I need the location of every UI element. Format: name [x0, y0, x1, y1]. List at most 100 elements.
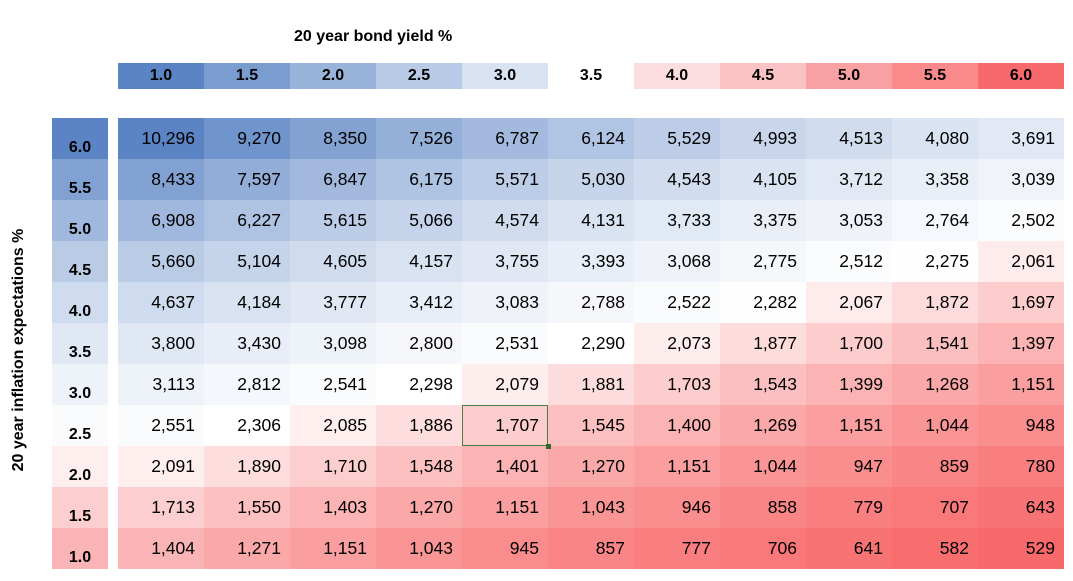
heatmap-cell[interactable]: 3,098 — [290, 323, 376, 364]
heatmap-cell[interactable]: 8,350 — [290, 118, 376, 159]
heatmap-cell[interactable]: 5,660 — [118, 241, 204, 282]
heatmap-cell[interactable]: 3,068 — [634, 241, 720, 282]
heatmap-cell[interactable]: 3,113 — [118, 364, 204, 405]
heatmap-cell[interactable]: 3,712 — [806, 159, 892, 200]
heatmap-cell[interactable]: 1,397 — [978, 323, 1064, 364]
heatmap-cell[interactable]: 4,105 — [720, 159, 806, 200]
heatmap-cell[interactable]: 4,184 — [204, 282, 290, 323]
heatmap-cell[interactable]: 3,691 — [978, 118, 1064, 159]
heatmap-cell[interactable]: 1,151 — [634, 446, 720, 487]
heatmap-cell[interactable]: 857 — [548, 528, 634, 569]
heatmap-cell[interactable]: 2,298 — [376, 364, 462, 405]
heatmap-cell[interactable]: 5,104 — [204, 241, 290, 282]
heatmap-cell[interactable]: 1,703 — [634, 364, 720, 405]
heatmap-cell[interactable]: 1,151 — [978, 364, 1064, 405]
heatmap-cell[interactable]: 1,713 — [118, 487, 204, 528]
heatmap-cell[interactable]: 945 — [462, 528, 548, 569]
heatmap-cell[interactable]: 3,733 — [634, 200, 720, 241]
heatmap-cell[interactable]: 1,271 — [204, 528, 290, 569]
heatmap-cell[interactable]: 1,403 — [290, 487, 376, 528]
heatmap-cell[interactable]: 1,270 — [376, 487, 462, 528]
heatmap-cell[interactable]: 7,597 — [204, 159, 290, 200]
heatmap-cell[interactable]: 4,574 — [462, 200, 548, 241]
heatmap-cell[interactable]: 1,269 — [720, 405, 806, 446]
heatmap-cell[interactable]: 2,067 — [806, 282, 892, 323]
heatmap-cell[interactable]: 707 — [892, 487, 978, 528]
heatmap-cell[interactable]: 1,404 — [118, 528, 204, 569]
heatmap-cell[interactable]: 643 — [978, 487, 1064, 528]
heatmap-cell[interactable]: 1,890 — [204, 446, 290, 487]
heatmap-cell[interactable]: 4,605 — [290, 241, 376, 282]
heatmap-cell[interactable]: 3,039 — [978, 159, 1064, 200]
heatmap-cell[interactable]: 1,700 — [806, 323, 892, 364]
heatmap-cell[interactable]: 529 — [978, 528, 1064, 569]
heatmap-cell[interactable]: 3,083 — [462, 282, 548, 323]
heatmap-cell[interactable]: 8,433 — [118, 159, 204, 200]
heatmap-cell[interactable]: 7,526 — [376, 118, 462, 159]
heatmap-cell[interactable]: 2,800 — [376, 323, 462, 364]
heatmap-cell[interactable]: 3,412 — [376, 282, 462, 323]
heatmap-cell[interactable]: 2,764 — [892, 200, 978, 241]
heatmap-cell[interactable]: 1,886 — [376, 405, 462, 446]
heatmap-cell[interactable]: 2,079 — [462, 364, 548, 405]
heatmap-cell[interactable]: 1,697 — [978, 282, 1064, 323]
heatmap-cell[interactable]: 947 — [806, 446, 892, 487]
heatmap-cell[interactable]: 4,131 — [548, 200, 634, 241]
heatmap-cell[interactable]: 5,615 — [290, 200, 376, 241]
heatmap-cell[interactable]: 5,571 — [462, 159, 548, 200]
heatmap-cell[interactable]: 1,548 — [376, 446, 462, 487]
heatmap-cell[interactable]: 2,541 — [290, 364, 376, 405]
heatmap-cell[interactable]: 2,522 — [634, 282, 720, 323]
heatmap-cell[interactable]: 6,908 — [118, 200, 204, 241]
heatmap-cell[interactable]: 2,282 — [720, 282, 806, 323]
heatmap-cell[interactable]: 3,755 — [462, 241, 548, 282]
heatmap-cell[interactable]: 858 — [720, 487, 806, 528]
heatmap-cell[interactable]: 2,551 — [118, 405, 204, 446]
heatmap-cell[interactable]: 1,044 — [892, 405, 978, 446]
heatmap-cell[interactable]: 1,872 — [892, 282, 978, 323]
heatmap-cell[interactable]: 582 — [892, 528, 978, 569]
heatmap-cell[interactable]: 1,881 — [548, 364, 634, 405]
heatmap-cell[interactable]: 1,401 — [462, 446, 548, 487]
heatmap-cell[interactable]: 3,375 — [720, 200, 806, 241]
heatmap-cell[interactable]: 779 — [806, 487, 892, 528]
heatmap-cell[interactable]: 1,270 — [548, 446, 634, 487]
heatmap-cell[interactable]: 1,543 — [720, 364, 806, 405]
heatmap-cell[interactable]: 1,545 — [548, 405, 634, 446]
heatmap-cell[interactable]: 1,151 — [462, 487, 548, 528]
heatmap-cell[interactable]: 3,053 — [806, 200, 892, 241]
heatmap-cell[interactable]: 2,788 — [548, 282, 634, 323]
heatmap-cell[interactable]: 6,787 — [462, 118, 548, 159]
heatmap-cell[interactable]: 10,296 — [118, 118, 204, 159]
heatmap-cell[interactable]: 1,877 — [720, 323, 806, 364]
heatmap-cell[interactable]: 5,066 — [376, 200, 462, 241]
heatmap-cell[interactable]: 2,502 — [978, 200, 1064, 241]
heatmap-cell[interactable]: 1,707 — [462, 405, 551, 449]
heatmap-cell[interactable]: 4,157 — [376, 241, 462, 282]
heatmap-cell[interactable]: 3,358 — [892, 159, 978, 200]
heatmap-cell[interactable]: 2,531 — [462, 323, 548, 364]
heatmap-cell[interactable]: 641 — [806, 528, 892, 569]
heatmap-cell[interactable]: 6,227 — [204, 200, 290, 241]
heatmap-cell[interactable]: 3,777 — [290, 282, 376, 323]
heatmap-cell[interactable]: 4,513 — [806, 118, 892, 159]
heatmap-cell[interactable]: 1,044 — [720, 446, 806, 487]
heatmap-cell[interactable]: 4,080 — [892, 118, 978, 159]
heatmap-cell[interactable]: 946 — [634, 487, 720, 528]
heatmap-cell[interactable]: 2,085 — [290, 405, 376, 446]
heatmap-cell[interactable]: 2,275 — [892, 241, 978, 282]
heatmap-cell[interactable]: 2,290 — [548, 323, 634, 364]
heatmap-cell[interactable]: 2,812 — [204, 364, 290, 405]
heatmap-cell[interactable]: 6,847 — [290, 159, 376, 200]
heatmap-cell[interactable]: 3,393 — [548, 241, 634, 282]
heatmap-cell[interactable]: 2,073 — [634, 323, 720, 364]
heatmap-cell[interactable]: 6,175 — [376, 159, 462, 200]
heatmap-cell[interactable]: 1,399 — [806, 364, 892, 405]
heatmap-cell[interactable]: 1,043 — [376, 528, 462, 569]
heatmap-cell[interactable]: 4,993 — [720, 118, 806, 159]
heatmap-cell[interactable]: 9,270 — [204, 118, 290, 159]
heatmap-cell[interactable]: 6,124 — [548, 118, 634, 159]
heatmap-cell[interactable]: 777 — [634, 528, 720, 569]
heatmap-cell[interactable]: 859 — [892, 446, 978, 487]
heatmap-cell[interactable]: 2,775 — [720, 241, 806, 282]
